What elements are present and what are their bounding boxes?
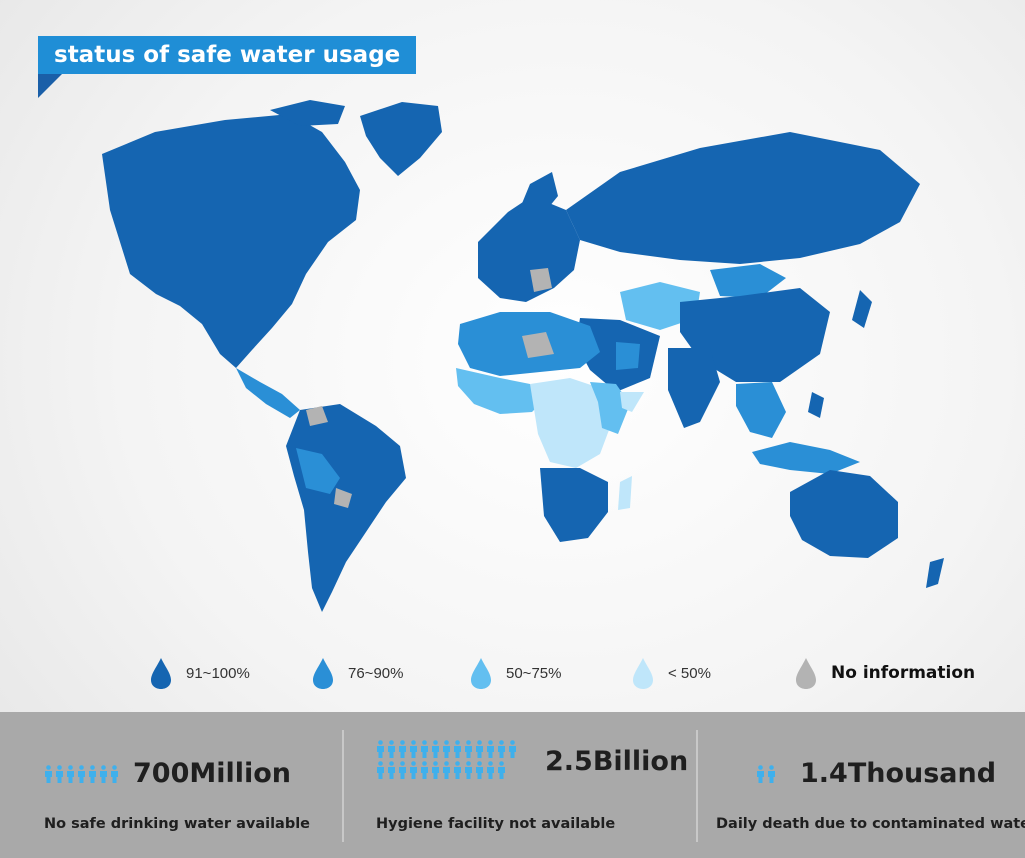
- legend-label: No information: [831, 663, 976, 683]
- legend-item-50-75: 50~75%: [470, 655, 561, 691]
- stat-drinking-water: 700Million No safe drinking water availa…: [0, 712, 342, 858]
- stat-value: 700Million: [133, 758, 292, 789]
- region-indonesia: [752, 442, 860, 474]
- region-central-america: [236, 368, 300, 418]
- region-sa-gray: [334, 488, 352, 508]
- region-mongolia: [710, 264, 786, 298]
- legend-item-lt-50: < 50%: [632, 655, 711, 691]
- stats-panel: 700Million No safe drinking water availa…: [0, 712, 1025, 858]
- region-india: [668, 348, 720, 428]
- region-southeast-asia: [736, 382, 786, 438]
- region-madagascar: [618, 476, 632, 510]
- divider: [696, 730, 698, 842]
- water-drop-icon: [151, 658, 171, 689]
- water-drop-icon: [796, 658, 816, 689]
- region-north-america: [102, 114, 360, 368]
- region-west-africa: [456, 368, 546, 414]
- region-greenland: [360, 102, 442, 176]
- water-drop-icon: [471, 658, 491, 689]
- legend: 91~100% 76~90% 50~75% < 50% No informati…: [150, 655, 1000, 691]
- stat-description: No safe drinking water available: [44, 816, 311, 832]
- region-australia: [790, 470, 898, 558]
- region-southern-africa: [540, 468, 608, 542]
- stat-description: Hygiene facility not available: [376, 816, 616, 832]
- people-icon: [376, 740, 519, 782]
- region-canada-islands: [270, 100, 345, 126]
- region-horn-africa: [620, 392, 644, 412]
- region-east-africa: [590, 382, 630, 434]
- region-new-zealand: [926, 558, 944, 588]
- region-scandinavia: [516, 172, 558, 218]
- stat-value: 1.4Thousand: [800, 758, 997, 789]
- region-sa-mid: [296, 448, 340, 494]
- legend-label: 91~100%: [186, 664, 250, 682]
- legend-label: 76~90%: [348, 664, 404, 682]
- stat-description: Daily death due to contaminated water: [716, 816, 1025, 832]
- people-icon: [44, 764, 121, 783]
- region-russia: [566, 132, 920, 264]
- people-icon: [756, 764, 778, 783]
- region-philippines: [808, 392, 824, 418]
- legend-item-91-100: 91~100%: [150, 655, 250, 691]
- map-title: status of safe water usage: [38, 36, 417, 74]
- region-japan: [852, 290, 872, 328]
- divider: [342, 730, 344, 842]
- water-drop-icon: [633, 658, 653, 689]
- region-europe: [478, 196, 580, 302]
- legend-item-76-90: 76~90%: [312, 655, 403, 691]
- region-europe-gray: [530, 268, 552, 292]
- region-central-africa: [530, 378, 612, 468]
- region-africa-gray: [522, 332, 554, 358]
- title-banner-fold: [38, 74, 62, 98]
- legend-label: < 50%: [668, 664, 711, 682]
- region-middle-east-mid: [616, 342, 640, 370]
- region-south-america: [286, 404, 406, 612]
- region-sa-gray-north: [306, 406, 328, 426]
- stat-hygiene: 2.5Billion Hygiene facility not availabl…: [344, 712, 696, 858]
- stat-value: 2.5Billion: [545, 745, 689, 777]
- legend-label: 50~75%: [506, 664, 562, 682]
- world-map: [102, 100, 944, 612]
- water-drop-icon: [313, 658, 333, 689]
- stat-daily-deaths: 1.4Thousand Daily death due to contamina…: [698, 712, 1025, 858]
- region-china: [680, 288, 830, 382]
- legend-item-no-information: No information: [795, 655, 975, 691]
